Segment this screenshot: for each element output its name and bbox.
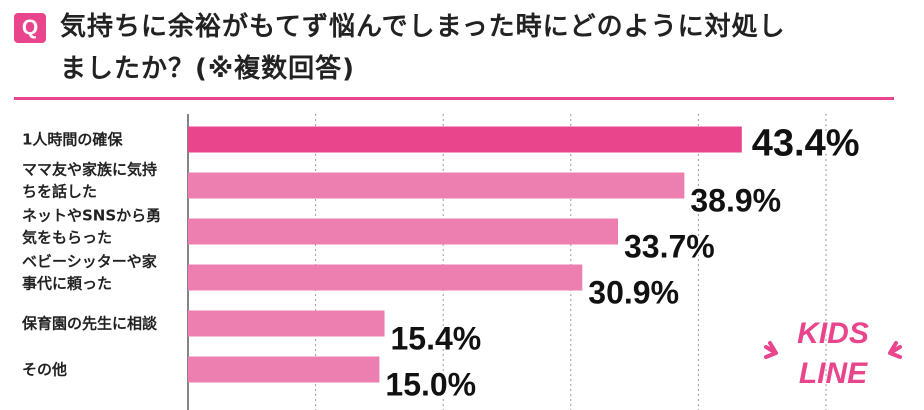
- question-title-line-1: 気持ちに余裕がもてず悩んでしまった時にどのように対処し: [60, 12, 786, 42]
- bar-4: [188, 310, 385, 337]
- bar-1: [188, 172, 685, 199]
- category-label-2-line-0: ネットやSNSから勇: [22, 207, 161, 225]
- header-divider: [14, 97, 894, 100]
- logo-text-kids: KIDS: [797, 317, 869, 350]
- bar-0: [188, 126, 742, 153]
- kids-line-logo: KIDS LINE: [764, 316, 902, 391]
- value-label-1: 38.9%: [690, 183, 781, 219]
- category-label-3-line-0: ベビーシッターや家: [22, 253, 157, 271]
- category-label-2-line-1: 気をもらった: [22, 229, 112, 247]
- value-label-3: 30.9%: [588, 275, 679, 311]
- bar-3: [188, 264, 583, 291]
- category-label-4: 保育園の先生に相談: [21, 315, 158, 333]
- logo-text-line: LINE: [799, 357, 868, 390]
- bar-5: [188, 356, 380, 383]
- category-label-3-line-1: 事代に頼った: [22, 275, 112, 293]
- category-label-0: 1人時間の確保: [22, 131, 123, 149]
- question-title-line-2: ましたか？(※複数回答): [60, 54, 356, 84]
- value-label-4: 15.4%: [391, 321, 482, 357]
- value-label-2: 33.7%: [624, 229, 715, 265]
- value-label-5: 15.0%: [385, 367, 476, 403]
- question-badge: Q: [14, 13, 46, 43]
- question-header: Q 気持ちに余裕がもてず悩んでしまった時にどのように対処し ましたか？(※複数回…: [0, 0, 924, 100]
- category-label-1-line-0: ママ友や家族に気持: [22, 161, 157, 179]
- category-label-5: その他: [22, 361, 67, 379]
- category-label-1-line-1: ちを話した: [22, 183, 97, 201]
- value-label-0: 43.4%: [752, 123, 860, 165]
- bar-2: [188, 218, 619, 245]
